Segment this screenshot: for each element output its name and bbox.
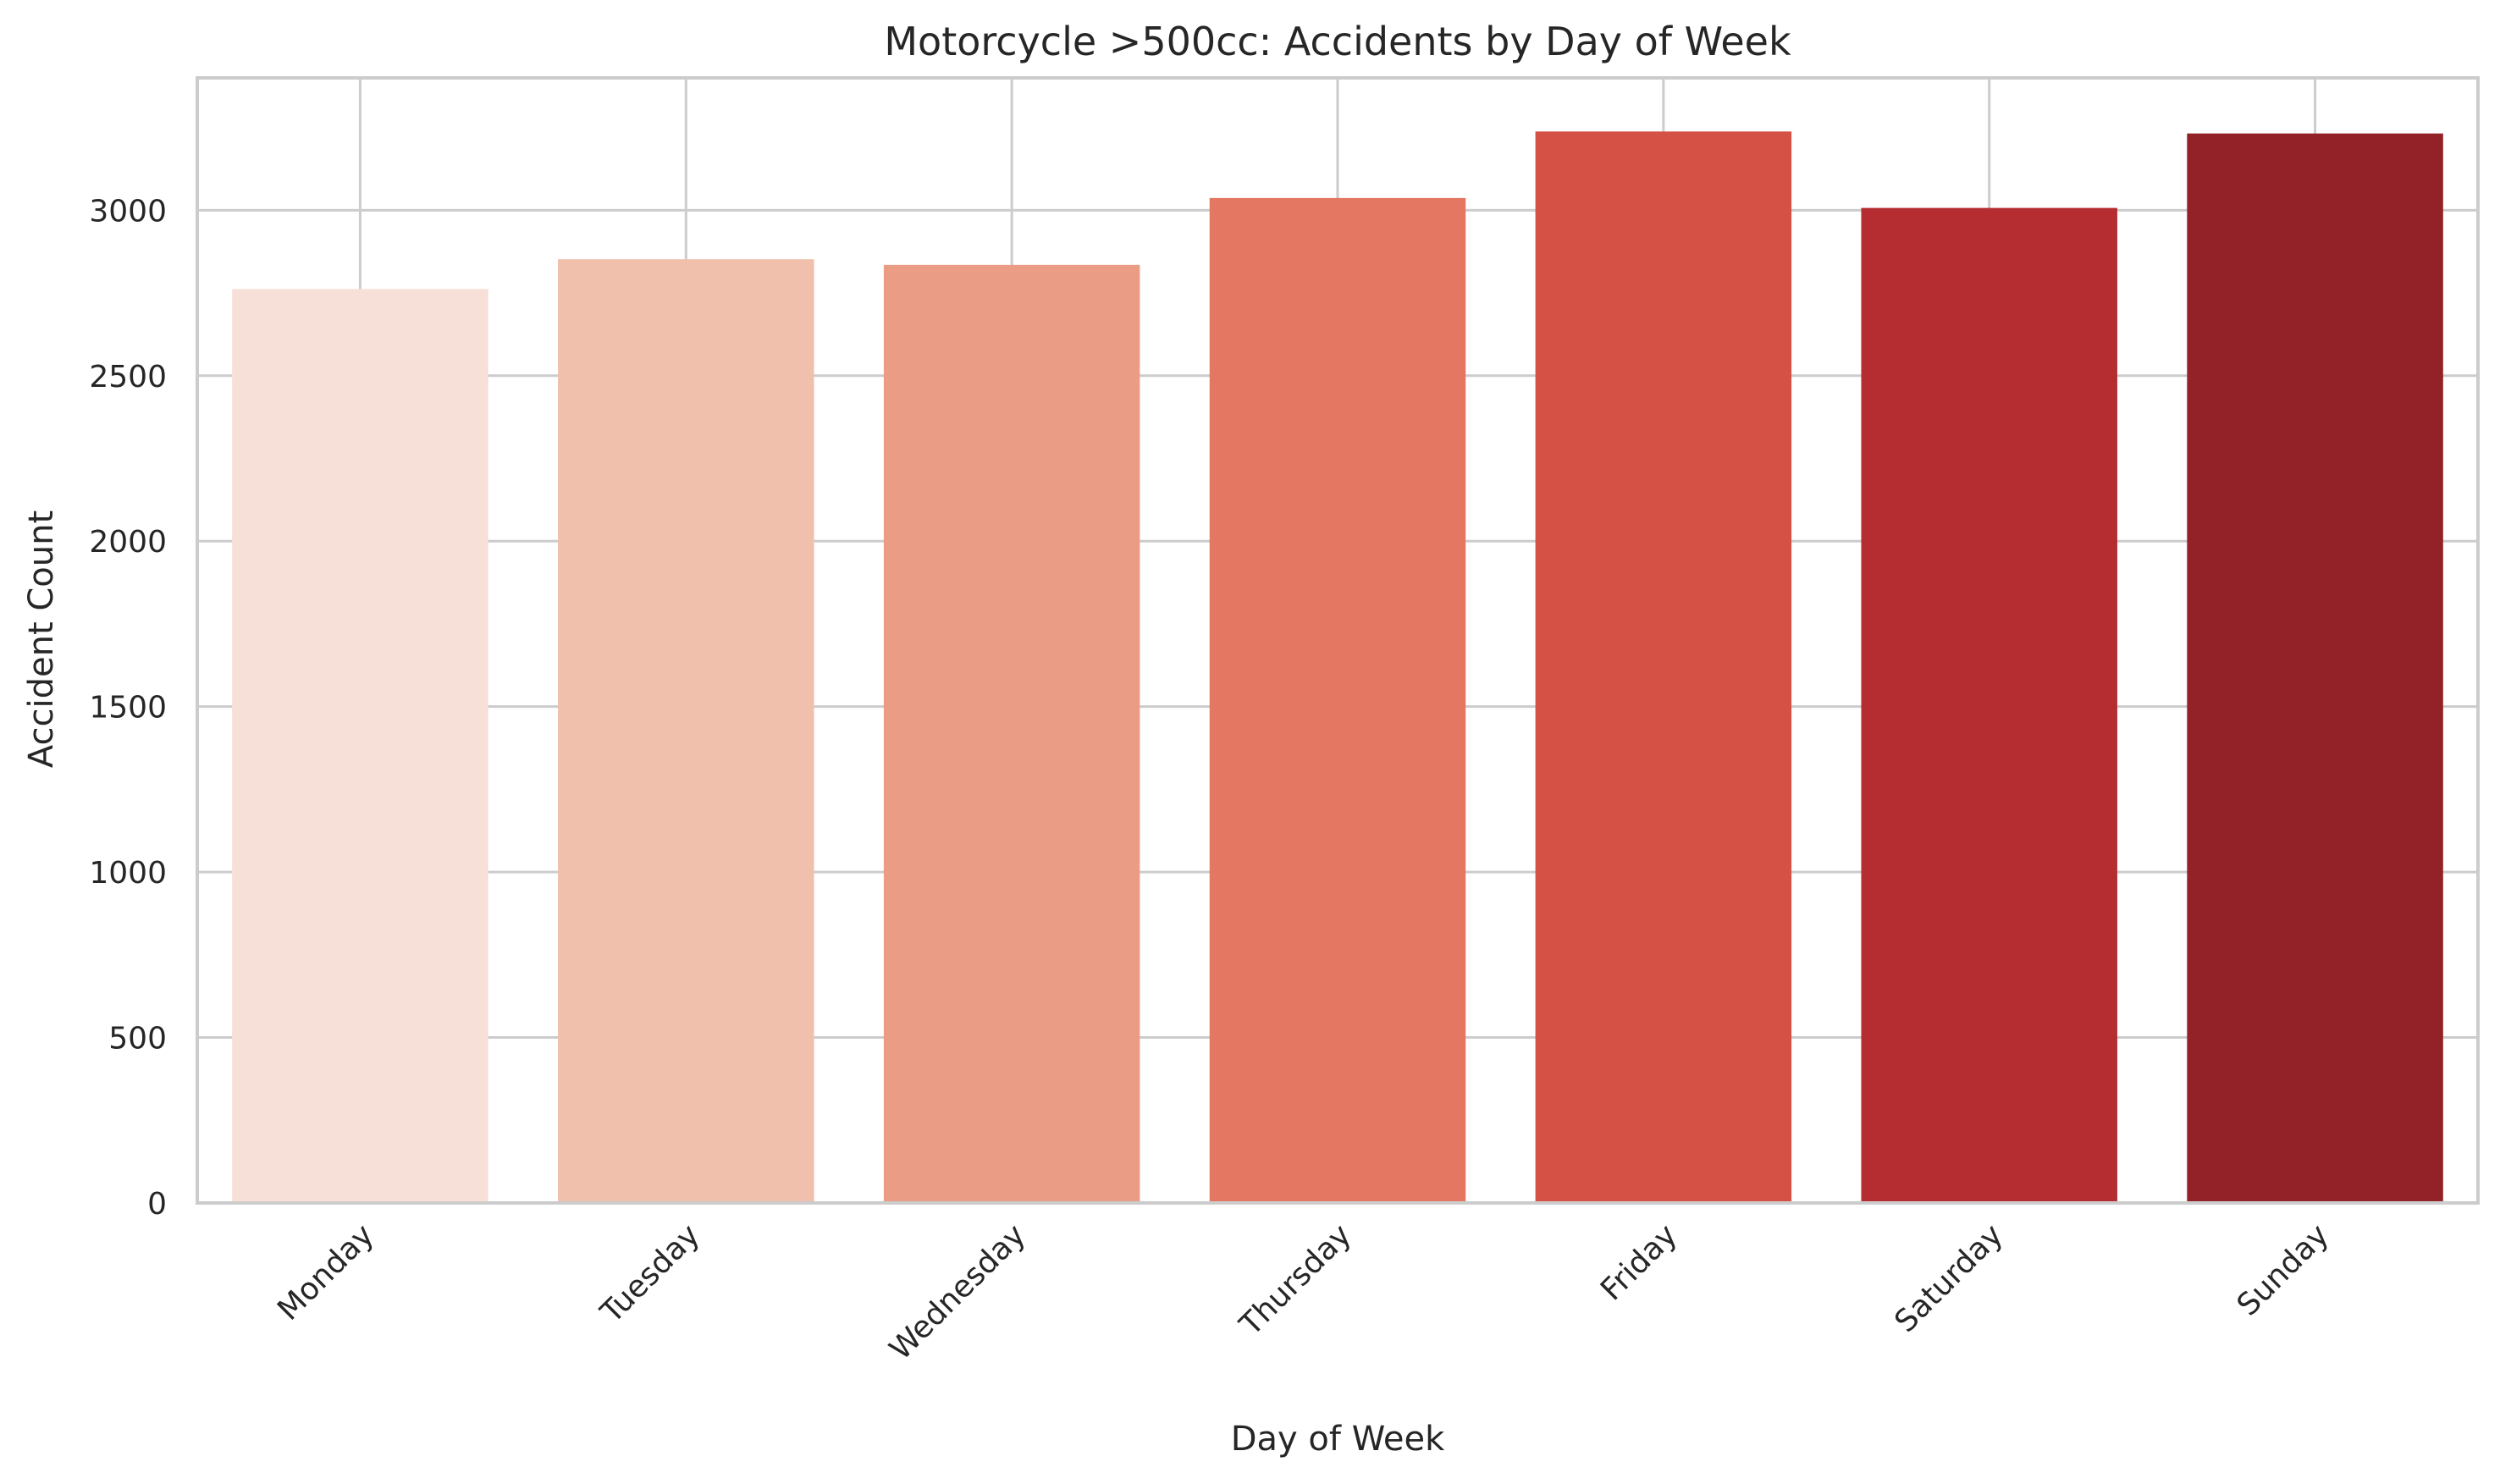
y-tick-labels: 0 500 1000 1500 2000 2500 3000 <box>89 194 167 1222</box>
y-tick-label: 2500 <box>89 360 167 394</box>
y-tick-label: 0 <box>147 1187 167 1222</box>
y-tick-label: 1500 <box>89 691 167 725</box>
y-tick-label: 3000 <box>89 194 167 229</box>
chart-title: Motorcycle >500cc: Accidents by Day of W… <box>884 19 1791 64</box>
plot-frame <box>196 76 2480 1205</box>
y-tick-label: 500 <box>108 1022 167 1056</box>
bar-sunday <box>2187 133 2443 1204</box>
bar-monday <box>232 289 488 1203</box>
y-tick-label: 2000 <box>89 525 167 560</box>
bar-wednesday <box>883 264 1140 1204</box>
y-axis-label: Accident Count <box>22 510 61 768</box>
bar-thursday <box>1209 197 1466 1204</box>
bars <box>232 131 2443 1204</box>
bar-tuesday <box>558 259 814 1204</box>
y-tick-label: 1000 <box>89 856 167 891</box>
bar-friday <box>1535 131 1792 1203</box>
bar-saturday <box>1861 207 2117 1204</box>
x-axis-label: Day of Week <box>1231 1420 1445 1459</box>
